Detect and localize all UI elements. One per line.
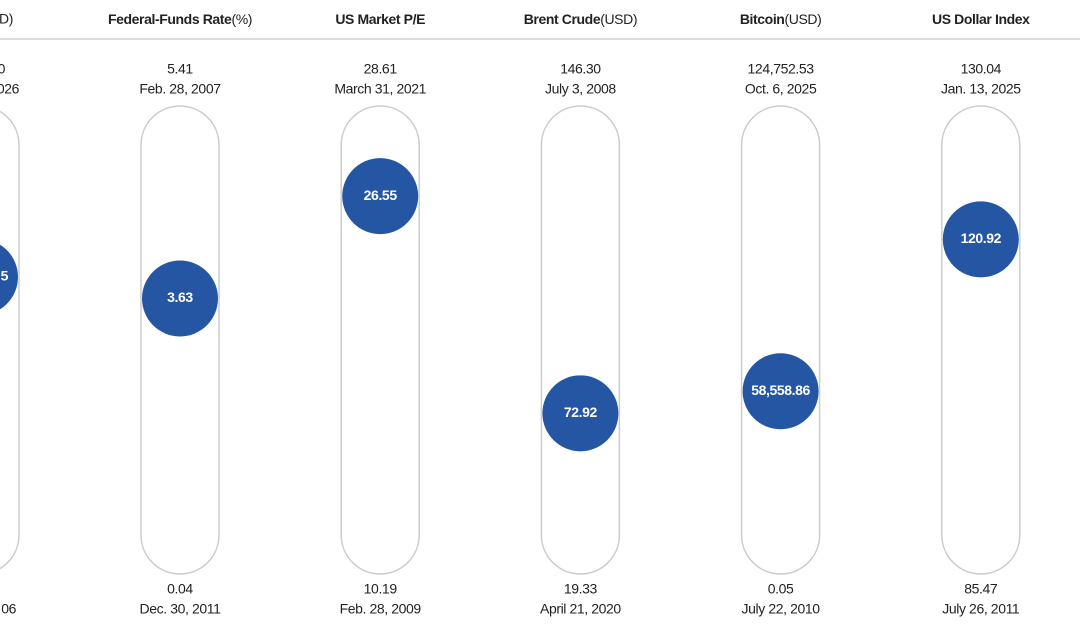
current-dot: [742, 353, 819, 430]
column-header: Brent Crude(USD): [524, 11, 637, 27]
current-value: 3.63: [167, 289, 193, 305]
low-value: 0.05: [768, 581, 794, 597]
low-date: April 21, 2020: [540, 601, 621, 617]
track: [140, 105, 220, 575]
column-header: US Dollar Index: [932, 11, 1030, 27]
high-date: March 31, 2021: [334, 81, 426, 97]
track: [740, 105, 821, 575]
low-date: 06: [1, 601, 16, 617]
low-value: 19.33: [564, 581, 598, 597]
column-unit: (%): [231, 11, 252, 27]
low-value: 85.47: [964, 581, 998, 597]
high-value: 28.61: [364, 61, 398, 77]
column-unit: (USD): [784, 11, 821, 27]
high-date: Feb. 28, 2007: [139, 81, 221, 97]
current-dot: [0, 244, 18, 310]
high-date: July 3, 2008: [545, 81, 616, 97]
high-value: 130.04: [961, 61, 1002, 77]
low-date: Feb. 28, 2009: [340, 601, 422, 617]
low-value: 10.19: [364, 581, 398, 597]
column-name: Federal-Funds Rate: [108, 11, 232, 27]
low-date: Dec. 30, 2011: [140, 601, 222, 617]
current-value: 26.55: [364, 187, 398, 203]
column-unit: (USD): [600, 11, 637, 27]
low-date: July 26, 2011: [942, 601, 1020, 617]
column-header: D): [0, 11, 13, 27]
current-value: 5: [1, 268, 9, 284]
high-date: 026: [0, 81, 20, 97]
high-value: 124,752.53: [748, 61, 815, 77]
high-value: 5.41: [167, 61, 193, 77]
column-name: Brent Crude: [524, 11, 601, 27]
low-value: 0.04: [167, 581, 193, 597]
current-dot: [142, 260, 218, 337]
track: [340, 105, 420, 575]
current-value: 58,558.86: [751, 382, 810, 398]
high-value: 146.30: [560, 61, 601, 77]
column-header: US Market P/E: [335, 11, 425, 27]
current-value: 72.92: [564, 404, 598, 420]
high-value: 0: [0, 61, 6, 77]
current-dot: [342, 158, 419, 235]
column-name: US Market P/E: [335, 11, 425, 27]
column-name: Bitcoin: [740, 11, 785, 27]
column-header: Bitcoin(USD): [740, 11, 822, 27]
column-header: Federal-Funds Rate(%): [108, 11, 252, 27]
track: [0, 110, 20, 570]
track: [540, 105, 621, 575]
current-dot: [942, 201, 1019, 278]
current-value: 120.92: [961, 230, 1002, 246]
current-dot: [542, 375, 619, 452]
track: [941, 105, 1021, 575]
column-name: US Dollar Index: [932, 11, 1030, 27]
low-date: July 22, 2010: [742, 601, 821, 617]
high-date: Jan. 13, 2025: [941, 81, 1021, 97]
high-date: Oct. 6, 2025: [745, 81, 817, 97]
